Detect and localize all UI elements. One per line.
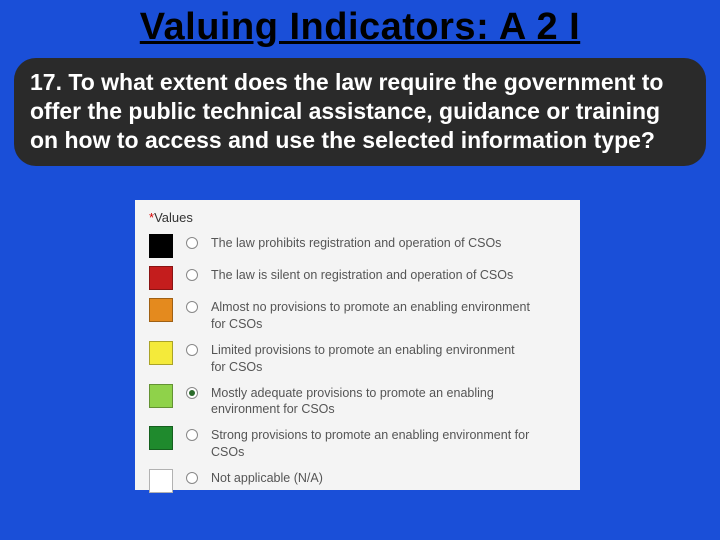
option-label: Not applicable (N/A) — [211, 468, 323, 487]
radio-wrap[interactable] — [183, 344, 201, 356]
radio-5[interactable] — [186, 429, 198, 441]
question-text: 17. To what extent does the law require … — [30, 69, 663, 153]
option-row: Limited provisions to promote an enablin… — [149, 340, 566, 376]
radio-wrap[interactable] — [183, 429, 201, 441]
values-panel: *Values The law prohibits registration a… — [135, 200, 580, 490]
option-row: The law is silent on registration and op… — [149, 265, 566, 290]
option-label: Mostly adequate provisions to promote an… — [211, 383, 531, 419]
radio-wrap[interactable] — [183, 301, 201, 313]
option-row: Mostly adequate provisions to promote an… — [149, 383, 566, 419]
radio-6[interactable] — [186, 472, 198, 484]
color-swatch — [149, 384, 173, 408]
color-swatch — [149, 469, 173, 493]
color-swatch — [149, 266, 173, 290]
radio-wrap[interactable] — [183, 237, 201, 249]
option-row: Almost no provisions to promote an enabl… — [149, 297, 566, 333]
color-swatch — [149, 298, 173, 322]
page-title: Valuing Indicators: A 2 I — [0, 6, 720, 49]
option-row: The law prohibits registration and opera… — [149, 233, 566, 258]
radio-3[interactable] — [186, 344, 198, 356]
radio-wrap[interactable] — [183, 472, 201, 484]
color-swatch — [149, 426, 173, 450]
radio-wrap[interactable] — [183, 269, 201, 281]
panel-header-label: Values — [154, 210, 193, 225]
radio-4[interactable] — [186, 387, 198, 399]
option-label: Strong provisions to promote an enabling… — [211, 425, 531, 461]
radio-0[interactable] — [186, 237, 198, 249]
option-label: The law prohibits registration and opera… — [211, 233, 501, 252]
option-label: Limited provisions to promote an enablin… — [211, 340, 531, 376]
color-swatch — [149, 341, 173, 365]
option-row: Strong provisions to promote an enabling… — [149, 425, 566, 461]
question-box: 17. To what extent does the law require … — [14, 58, 706, 166]
radio-2[interactable] — [186, 301, 198, 313]
color-swatch — [149, 234, 173, 258]
panel-header: *Values — [149, 210, 566, 225]
option-row: Not applicable (N/A) — [149, 468, 566, 493]
radio-wrap[interactable] — [183, 387, 201, 399]
option-label: Almost no provisions to promote an enabl… — [211, 297, 531, 333]
radio-1[interactable] — [186, 269, 198, 281]
option-label: The law is silent on registration and op… — [211, 265, 513, 284]
